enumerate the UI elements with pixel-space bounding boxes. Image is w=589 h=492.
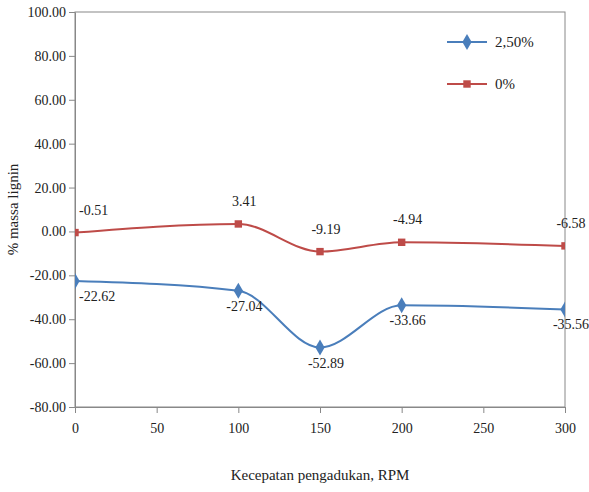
data-label: -4.94 [393,212,422,227]
y-tick-label: 0.00 [42,224,67,239]
data-label: -35.56 [553,317,589,332]
series-marker [234,283,243,299]
series-marker [316,248,323,255]
y-tick: 60.00 [35,93,76,108]
series-marker [397,297,406,313]
data-labels: -22.62 -27.04 -52.89 -33.66 -35.56 -0.51 3.41 -… [79,194,589,371]
legend-label: 2,50% [495,34,534,50]
y-tick-mark [69,144,75,145]
y-tick: 80.00 [35,49,76,64]
chart: -80.00 -60.00 -40.00 -20.00 0.00 20.00 40.00 60… [0,0,589,492]
y-axis: -80.00 -60.00 -40.00 -20.00 0.00 20.00 40.00 60… [28,5,76,415]
legend-marker [463,80,470,87]
x-tick: 250 [473,407,494,436]
x-tick: 200 [392,407,413,436]
y-tick-mark [69,12,75,13]
x-tick-label: 200 [392,421,413,436]
data-label: 3.41 [232,194,256,209]
x-tick-mark [75,407,76,413]
y-tick-mark [69,275,75,276]
series-marker [560,301,565,317]
x-tick: 100 [228,407,249,436]
legend-label: 0% [495,76,515,92]
y-tick-mark [69,407,75,408]
x-tick-label: 300 [555,421,576,436]
series-marker [398,239,405,246]
x-tick-mark [320,407,321,413]
legend-entry: 2,50% [447,34,534,50]
y-tick-mark [69,100,75,101]
x-tick: 300 [555,407,576,436]
x-axis: 0 50 100 150 200 250 300 [72,407,576,436]
y-tick-label: 20.00 [35,181,67,196]
y-tick-mark [69,231,75,232]
x-tick-mark [238,407,239,413]
plot: -80.00 -60.00 -40.00 -20.00 0.00 20.00 40.00 60… [28,5,589,436]
data-label: -27.04 [226,299,262,314]
x-tick: 150 [310,407,331,436]
data-label: -22.62 [79,289,115,304]
y-tick-label: 80.00 [35,49,67,64]
legend-marker [462,34,471,50]
x-tick: 50 [150,407,164,436]
y-axis-title: % massa lignin [5,163,21,255]
y-tick-mark [69,319,75,320]
y-tick: -60.00 [30,356,75,371]
series-group [75,220,565,355]
data-label: -33.66 [390,313,426,328]
y-tick: 100.00 [28,5,76,20]
plot-frame [75,12,565,407]
y-tick-label: 60.00 [35,93,67,108]
x-tick-label: 250 [473,421,494,436]
data-label: -6.58 [556,216,585,231]
y-tick: -20.00 [30,268,75,283]
series-line [75,281,565,347]
y-tick-mark [69,363,75,364]
data-label: -0.51 [79,203,108,218]
x-axis-title: Kecepatan pengadukan, RPM [231,467,410,483]
data-label: -9.19 [311,222,340,237]
series-marker [235,220,242,227]
series-marker [75,229,79,236]
series-marker [315,339,324,355]
y-tick-mark [69,56,75,57]
y-tick-label: 40.00 [35,137,67,152]
legend: 2,50% 0% [447,34,534,92]
series-marker [561,242,565,249]
y-tick-label: 100.00 [28,5,67,20]
x-tick-mark [565,407,566,413]
x-tick-mark [157,407,158,413]
y-tick: 20.00 [35,181,76,196]
x-tick-label: 150 [310,421,331,436]
data-label: -52.89 [308,356,344,371]
y-axis-line [75,13,76,408]
series-marker [75,273,80,289]
y-tick-label: -80.00 [30,400,66,415]
y-tick: 40.00 [35,137,76,152]
y-tick-label: -60.00 [30,356,66,371]
y-tick: -40.00 [30,312,75,327]
x-tick-mark [402,407,403,413]
y-tick-label: -20.00 [30,268,66,283]
x-tick-label: 100 [228,421,249,436]
legend-entry: 0% [447,76,515,92]
y-tick-label: -40.00 [30,312,66,327]
y-tick: -80.00 [30,400,75,415]
x-tick-mark [483,407,484,413]
x-tick-label: 50 [150,421,164,436]
y-tick-mark [69,188,75,189]
y-tick: 0.00 [42,224,76,239]
x-tick-label: 0 [72,421,79,436]
x-tick: 0 [72,407,79,436]
